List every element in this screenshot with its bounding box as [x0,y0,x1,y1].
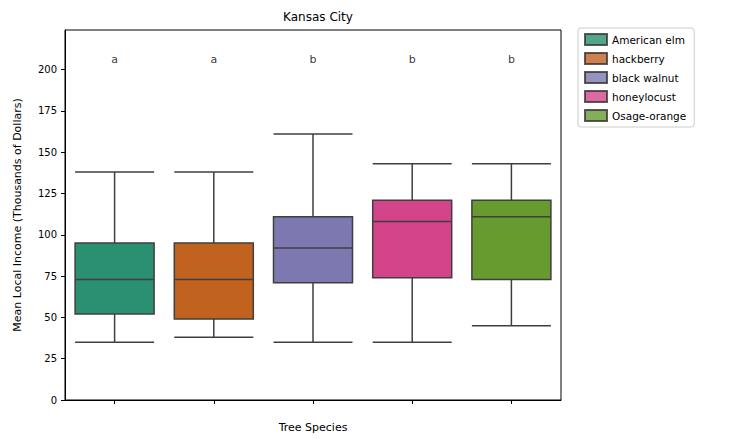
svg-text:175: 175 [38,105,57,116]
svg-text:b: b [310,53,317,66]
svg-text:a: a [111,53,118,66]
svg-text:Kansas City: Kansas City [283,10,353,24]
svg-text:50: 50 [44,312,57,323]
svg-text:American elm: American elm [612,34,685,46]
svg-text:a: a [210,53,217,66]
svg-text:Mean Local Income (Thousands o: Mean Local Income (Thousands of Dollars) [11,98,24,331]
svg-text:Osage-orange: Osage-orange [612,110,686,122]
svg-text:b: b [409,53,416,66]
svg-text:25: 25 [44,353,57,364]
svg-text:100: 100 [38,229,57,240]
svg-text:0: 0 [51,395,57,406]
svg-text:200: 200 [38,64,57,75]
svg-text:150: 150 [38,147,57,158]
svg-text:b: b [508,53,515,66]
svg-text:black walnut: black walnut [612,72,679,84]
svg-text:hackberry: hackberry [612,53,665,65]
svg-text:honeylocust: honeylocust [612,91,676,103]
svg-text:75: 75 [44,271,57,282]
svg-text:125: 125 [38,188,57,199]
svg-text:Tree Species: Tree Species [278,421,348,434]
